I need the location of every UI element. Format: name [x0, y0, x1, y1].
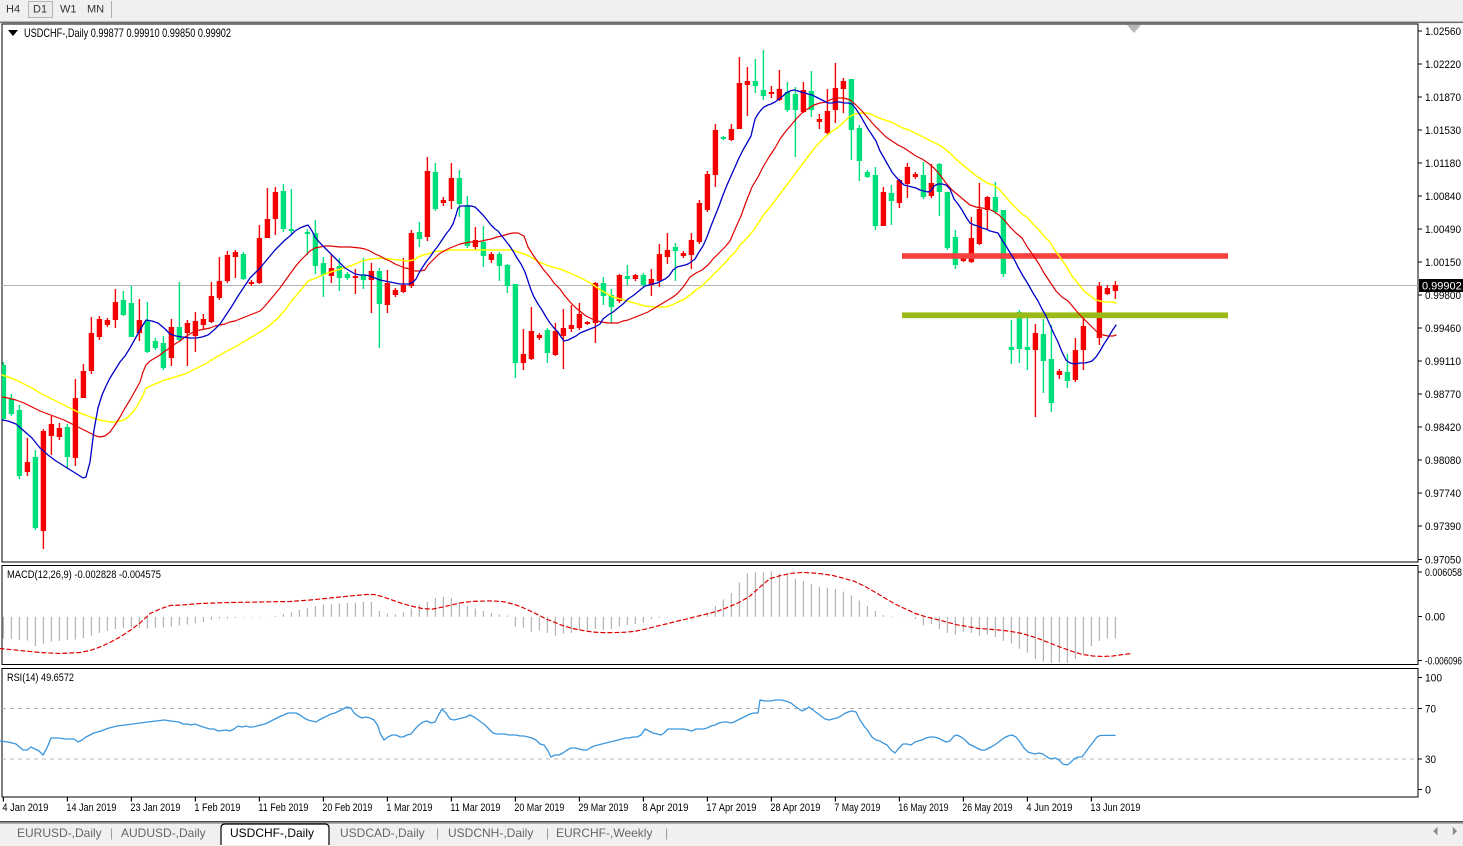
svg-text:4 Jun 2019: 4 Jun 2019: [1026, 802, 1072, 814]
svg-text:1.00840: 1.00840: [1425, 191, 1461, 203]
svg-text:-0.006096: -0.006096: [1425, 656, 1462, 668]
svg-text:1.02560: 1.02560: [1425, 26, 1461, 38]
svg-text:0.97390: 0.97390: [1425, 521, 1461, 533]
svg-text:1 Mar 2019: 1 Mar 2019: [386, 802, 432, 814]
svg-text:RSI(14) 49.6572: RSI(14) 49.6572: [7, 672, 74, 684]
svg-text:0.98420: 0.98420: [1425, 422, 1461, 434]
svg-text:1.00490: 1.00490: [1425, 224, 1461, 236]
svg-text:20 Feb 2019: 20 Feb 2019: [322, 802, 372, 814]
svg-text:11 Feb 2019: 11 Feb 2019: [258, 802, 308, 814]
svg-text:0.98770: 0.98770: [1425, 389, 1461, 401]
svg-text:1.02220: 1.02220: [1425, 59, 1461, 71]
svg-text:1.01180: 1.01180: [1425, 158, 1461, 170]
svg-text:30: 30: [1425, 754, 1436, 766]
svg-text:1 Feb 2019: 1 Feb 2019: [194, 802, 240, 814]
svg-text:8 Apr 2019: 8 Apr 2019: [642, 802, 688, 814]
svg-text:H4: H4: [6, 4, 20, 16]
svg-text:AUDUSD-,Daily: AUDUSD-,Daily: [121, 826, 206, 840]
svg-text:1.01870: 1.01870: [1425, 92, 1461, 104]
svg-text:USDCAD-,Daily: USDCAD-,Daily: [340, 826, 425, 840]
svg-text:20 Mar 2019: 20 Mar 2019: [514, 802, 564, 814]
svg-text:26 May 2019: 26 May 2019: [962, 802, 1012, 814]
svg-text:17 Apr 2019: 17 Apr 2019: [706, 802, 756, 814]
svg-text:1.01530: 1.01530: [1425, 125, 1461, 137]
svg-text:100: 100: [1425, 673, 1442, 685]
svg-text:|: |: [110, 826, 113, 840]
svg-text:0.99460: 0.99460: [1425, 323, 1461, 335]
svg-text:14 Jan 2019: 14 Jan 2019: [66, 802, 116, 814]
svg-text:28 Apr 2019: 28 Apr 2019: [770, 802, 820, 814]
svg-text:0.99800: 0.99800: [1425, 290, 1461, 302]
svg-text:0.99110: 0.99110: [1425, 356, 1461, 368]
svg-text:|: |: [436, 826, 439, 840]
svg-text:D1: D1: [33, 4, 47, 16]
svg-text:EURUSD-,Daily: EURUSD-,Daily: [17, 826, 102, 840]
svg-text:USDCHF-,Daily: USDCHF-,Daily: [230, 826, 314, 840]
svg-text:0.97050: 0.97050: [1425, 555, 1461, 567]
svg-text:EURCHF-,Weekly: EURCHF-,Weekly: [556, 826, 652, 840]
svg-text:0.97740: 0.97740: [1425, 488, 1461, 500]
svg-text:1.00150: 1.00150: [1425, 257, 1461, 269]
svg-text:0: 0: [1425, 785, 1431, 797]
svg-text:0.00: 0.00: [1425, 612, 1445, 624]
svg-text:0.99902: 0.99902: [1422, 281, 1462, 293]
svg-text:29 Mar 2019: 29 Mar 2019: [578, 802, 628, 814]
svg-text:USDCHF-,Daily 0.99877 0.99910: USDCHF-,Daily 0.99877 0.99910 0.99850 0.…: [24, 26, 231, 40]
svg-text:13 Jun 2019: 13 Jun 2019: [1090, 802, 1140, 814]
svg-text:W1: W1: [60, 4, 77, 16]
svg-text:MN: MN: [87, 4, 104, 16]
svg-text:USDCNH-,Daily: USDCNH-,Daily: [448, 826, 533, 840]
svg-text:23 Jan 2019: 23 Jan 2019: [130, 802, 180, 814]
svg-text:4 Jan 2019: 4 Jan 2019: [2, 802, 48, 814]
svg-text:16 May 2019: 16 May 2019: [898, 802, 948, 814]
svg-text:7 May 2019: 7 May 2019: [834, 802, 880, 814]
svg-text:MACD(12,26,9) -0.002828 -0.004: MACD(12,26,9) -0.002828 -0.004575: [7, 569, 161, 581]
svg-text:|: |: [546, 826, 549, 840]
svg-text:70: 70: [1425, 704, 1436, 716]
svg-text:11 Mar 2019: 11 Mar 2019: [450, 802, 500, 814]
svg-text:0.98080: 0.98080: [1425, 455, 1461, 467]
svg-text:|: |: [665, 826, 668, 840]
svg-text:0.006058: 0.006058: [1425, 567, 1462, 579]
